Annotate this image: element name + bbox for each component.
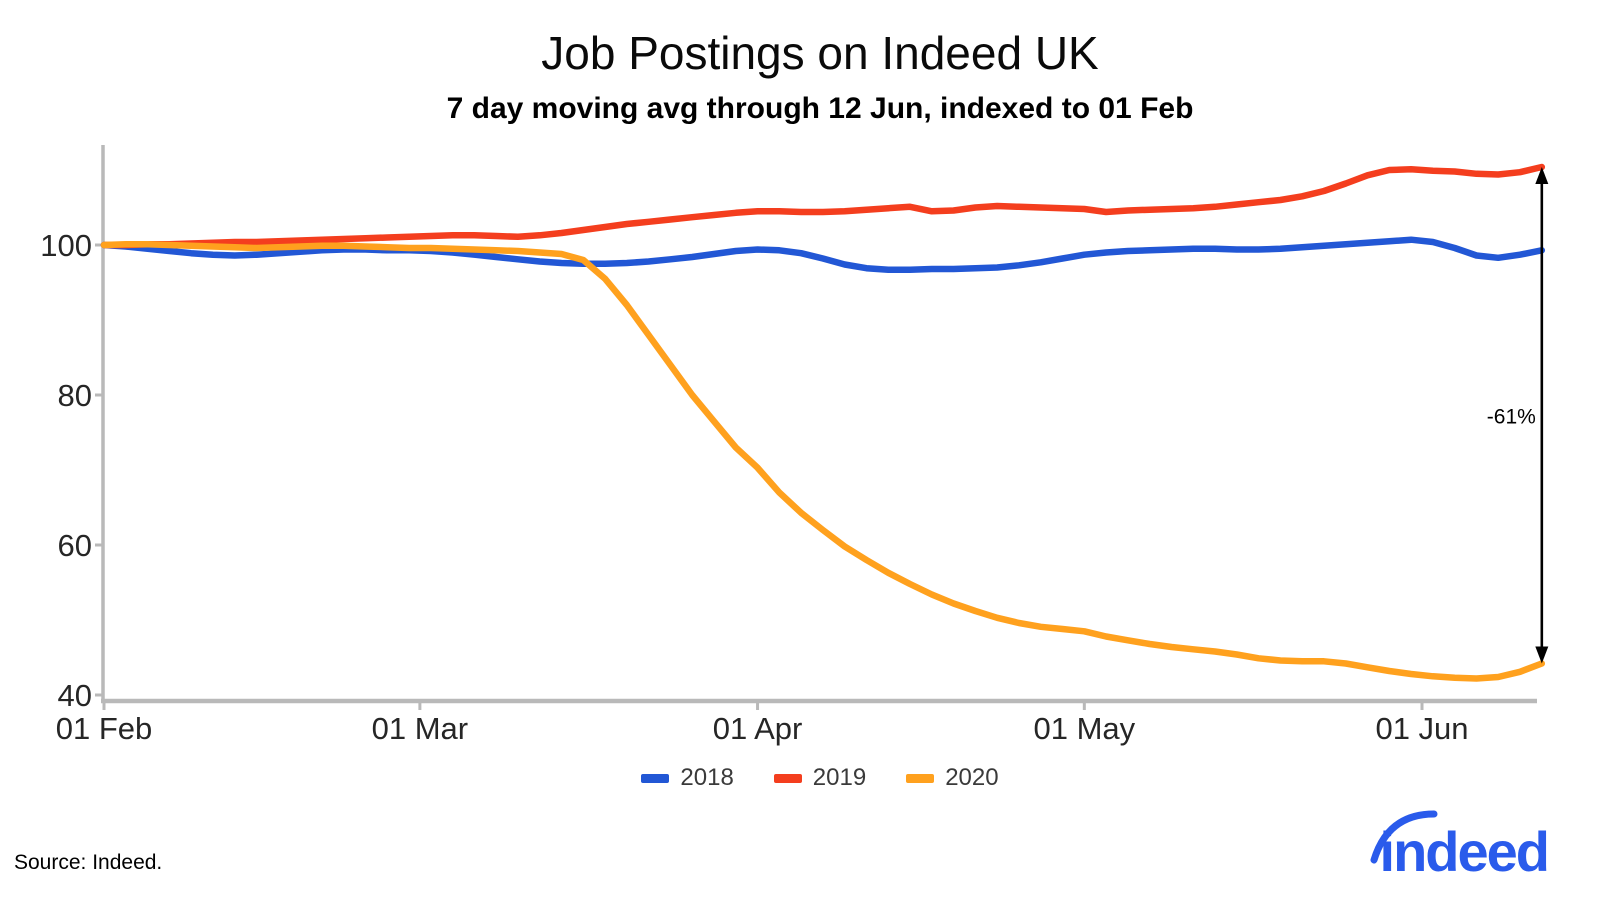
legend-label-2020: 2020 <box>945 764 999 791</box>
logo-swoosh-icon <box>1370 810 1438 864</box>
series-line-2019 <box>100 163 1546 249</box>
legend-label-2019: 2019 <box>812 764 867 791</box>
legend-swatch-2019-icon <box>773 773 802 783</box>
legend-label-2018: 2018 <box>680 764 734 791</box>
x-tick-label: 01 Jun <box>1375 711 1468 746</box>
y-tick-label: 60 <box>58 528 92 563</box>
x-tick-label: 01 Mar <box>372 711 468 746</box>
x-tick-label: 01 May <box>1033 711 1135 746</box>
y-tick-label: 40 <box>58 678 92 713</box>
chart-title: Job Postings on Indeed UK <box>541 27 1099 79</box>
logo-text: indeed <box>1379 820 1550 883</box>
chart-legend: 2018 2019 2020 <box>104 764 1536 792</box>
series-line-2020 <box>100 241 1546 682</box>
legend-item-2019: 2019 <box>773 764 867 792</box>
annotation-arrowhead-top <box>1535 167 1549 184</box>
x-tick-label: 01 Feb <box>56 711 153 746</box>
indeed-logo: indeed <box>1370 810 1550 880</box>
x-tick-label: 01 Apr <box>713 711 803 746</box>
y-tick-label: 80 <box>58 378 92 413</box>
annotation-arrowhead-bottom <box>1535 646 1549 664</box>
annotation-label: -61% <box>1487 405 1536 428</box>
series-line-2018 <box>100 236 1546 274</box>
source-note: Source: Indeed. <box>14 851 163 874</box>
legend-swatch-2018-icon <box>641 773 670 783</box>
legend-item-2018: 2018 <box>641 764 734 792</box>
y-tick-label: 100 <box>40 228 92 263</box>
chart-subtitle: 7 day moving avg through 12 Jun, indexed… <box>446 92 1194 125</box>
legend-item-2020: 2020 <box>906 764 999 792</box>
legend-swatch-2020-icon <box>906 773 935 783</box>
